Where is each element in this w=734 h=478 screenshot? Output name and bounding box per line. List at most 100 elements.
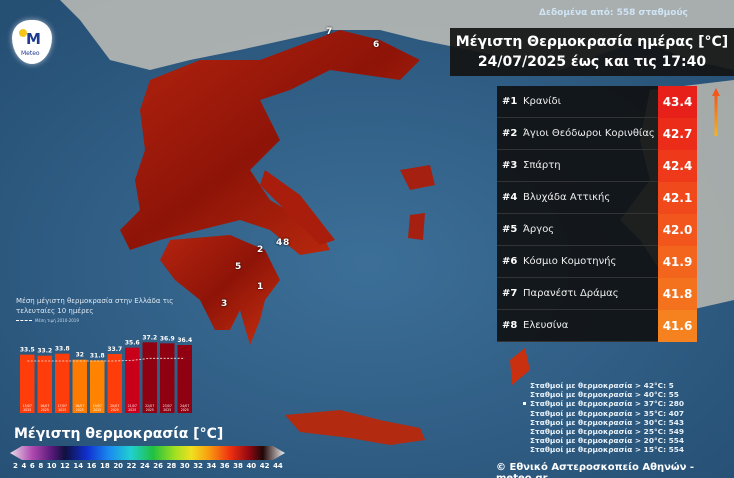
map-marker-1[interactable]: 1 <box>257 282 264 292</box>
ranking-row: #5 Άργος 42.0 <box>497 213 697 246</box>
colorbar-tick: 30 <box>179 462 190 470</box>
bar-date-label: 2025 <box>146 408 154 412</box>
bar-value-label: 36.4 <box>177 337 192 344</box>
lesvos <box>400 165 435 190</box>
map-marker-4[interactable]: 4 <box>276 238 283 248</box>
colorbar-tick: 28 <box>166 462 177 470</box>
bar-date-label: 21/07 <box>128 404 137 408</box>
rank-number: #6 <box>502 256 518 267</box>
chart-legend: Μέση τιμή 2010-2019 <box>16 318 79 323</box>
colorbar-tick: 42 <box>259 462 270 470</box>
station-name: Άργος <box>523 224 555 235</box>
ranking-row: #3 Σπάρτη 42.4 <box>497 149 697 182</box>
colorbar-tick: 40 <box>246 462 257 470</box>
bar-value-label: 36.9 <box>160 335 175 342</box>
bar-date-label: 17/07 <box>58 404 67 408</box>
bar <box>142 342 157 413</box>
title-line-1: Μέγιστη Θερμοκρασία ημέρας [°C] <box>455 34 729 50</box>
colorbar-tick: 6 <box>29 462 35 470</box>
map-marker-8[interactable]: 8 <box>283 238 290 248</box>
station-count-text: Σταθμοί με θερμοκρασία > 42°C: 5 <box>530 381 674 390</box>
bar-date-label: 2025 <box>41 408 49 412</box>
ranking-row: #7 Παρανέστι Δράμας 41.8 <box>497 277 697 310</box>
map-marker-6[interactable]: 6 <box>373 40 380 50</box>
ranking-table: #1 Κρανίδι 43.4 #2 Άγιοι Θεόδωροι Κορινθίας 4… <box>497 85 697 342</box>
station-name: Σπάρτη <box>523 160 561 171</box>
bar-date-label: 2025 <box>23 408 31 412</box>
station-name: Κόσμιο Κομοτηνής <box>523 256 617 267</box>
temperature-value: 42.1 <box>658 181 697 214</box>
station-count-item: Σταθμοί με θερμοκρασία > 30°C: 543 <box>530 418 684 427</box>
logo-m-mark: M <box>26 30 41 48</box>
copyright: © Εθνικό Αστεροσκοπείο Αθηνών - meteo.gr <box>496 462 695 478</box>
map-marker-5[interactable]: 5 <box>235 262 242 272</box>
bar-date-label: 16/07 <box>40 404 49 408</box>
temperature-value: 42.4 <box>658 149 697 182</box>
map-marker-2[interactable]: 2 <box>257 245 264 255</box>
station-count-item: Σταθμοί με θερμοκρασία > 15°C: 554 <box>530 445 684 454</box>
bar <box>107 354 122 413</box>
legend-label: Μέση τιμή 2010-2019 <box>35 318 79 323</box>
station-count-text: Σταθμοί με θερμοκρασία > 40°C: 55 <box>530 390 679 400</box>
station-count-item: Σταθμοί με θερμοκρασία > 25°C: 549 <box>530 427 684 436</box>
bar-date-label: 15/07 <box>23 404 32 408</box>
rank-number: #4 <box>502 192 518 203</box>
station-count-text: Σταθμοί με θερμοκρασία > 25°C: 549 <box>530 427 685 437</box>
colorbar-tick: 32 <box>193 462 203 470</box>
bar <box>37 355 52 413</box>
rank-number: #5 <box>502 224 518 235</box>
station-name: Βλυχάδα Αττικής <box>523 192 611 203</box>
bar <box>125 347 140 413</box>
ranking-row: #4 Βλυχάδα Αττικής 42.1 <box>497 181 697 214</box>
colorbar-tick: 38 <box>233 462 243 470</box>
bar <box>90 360 105 413</box>
bar-date-label: 22/07 <box>145 404 154 408</box>
bar <box>20 354 35 413</box>
station-count-list: Σταθμοί με θερμοκρασία > 42°C: 5 Σταθμοί … <box>523 381 685 455</box>
title-box: Μέγιστη Θερμοκρασία ημέρας [°C] 24/07/20… <box>450 28 734 76</box>
sun-icon <box>19 29 27 37</box>
bar-value-label: 33.5 <box>20 347 35 354</box>
climatology-line <box>27 357 185 362</box>
bar-value-label: 33.7 <box>107 346 122 353</box>
bar <box>160 343 175 413</box>
crete <box>285 410 425 445</box>
temperature-value: 42.0 <box>658 213 697 246</box>
station-name: Ελευσίνα <box>523 320 569 331</box>
colorbar-title: Μέγιστη θερμοκρασία [°C] <box>14 426 224 442</box>
colorbar-tick: 4 <box>21 462 27 470</box>
legend-dash <box>16 320 32 321</box>
temperature-value: 42.7 <box>658 117 697 150</box>
bar-date-label: 20/07 <box>110 404 119 408</box>
chart-title: Μέση μέγιστη θερμοκρασία στην Ελλάδα τις… <box>16 297 174 315</box>
colorbar-tick: 10 <box>46 462 57 470</box>
station-count-item: Σταθμοί με θερμοκρασία > 35°C: 407 <box>530 409 684 418</box>
station-name: Κρανίδι <box>523 96 561 107</box>
bar-date-label: 2025 <box>93 408 101 412</box>
bar <box>55 353 70 413</box>
peloponnese <box>160 235 280 345</box>
station-count-item: Σταθμοί με θερμοκρασία > 42°C: 5 <box>530 381 684 390</box>
bar <box>177 345 192 413</box>
colorbar-tick: 18 <box>100 462 110 470</box>
bar-value-label: 37.2 <box>142 334 157 341</box>
ranking-row: #8 Ελευσίνα 41.6 <box>497 309 697 342</box>
station-count-item: Σταθμοί με θερμοκρασία > 20°C: 554 <box>530 436 684 445</box>
bar-value-label: 33.2 <box>37 348 52 355</box>
bar-chart: 33.515/07202533.216/07202533.817/0720253… <box>20 334 192 413</box>
station-count-text: Σταθμοί με θερμοκρασία > 30°C: 543 <box>530 417 685 427</box>
bullet-icon <box>523 402 526 406</box>
station-name: Παρανέστι Δράμας <box>523 288 619 299</box>
colorbar-tick: 20 <box>113 462 124 470</box>
station-count-text: Σταθμοί με θερμοκρασία > 37°C: 280 <box>530 399 685 409</box>
bar-value-label: 33.8 <box>55 346 70 353</box>
bar-value-label: 32 <box>76 352 84 359</box>
map-marker-7[interactable]: 7 <box>326 27 333 37</box>
map-marker-3[interactable]: 3 <box>221 299 228 309</box>
colorbar-tick: 22 <box>126 462 137 470</box>
mainland-greece <box>120 30 420 255</box>
colorbar-tick: 12 <box>60 462 70 470</box>
temperature-value: 41.8 <box>658 277 697 310</box>
station-count-item: Σταθμοί με θερμοκρασία > 37°C: 280 <box>523 399 685 409</box>
